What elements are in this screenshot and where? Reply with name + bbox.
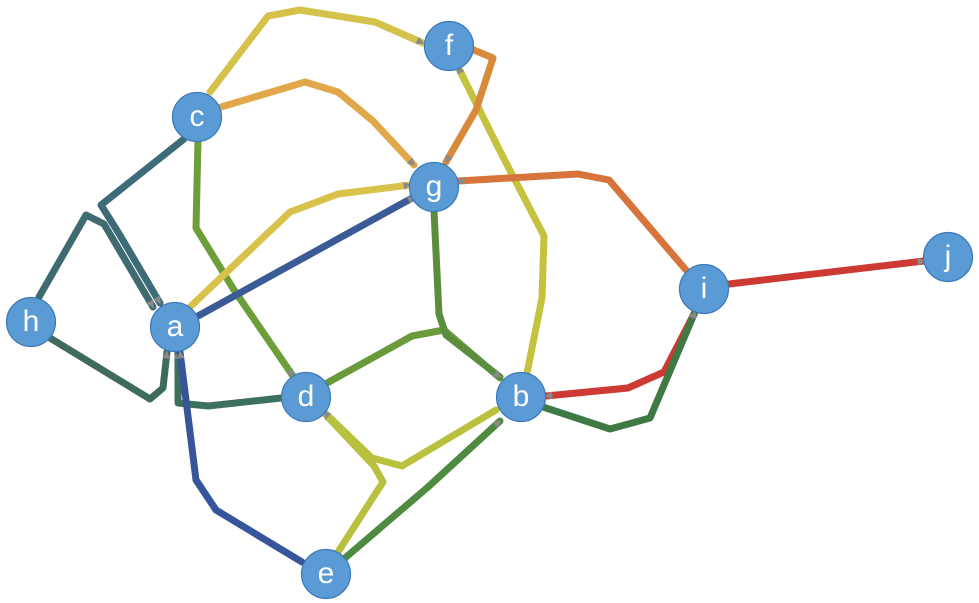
nodes-layer: a b c d e f g h i j xyxy=(5,20,974,600)
node-i: i xyxy=(678,263,730,315)
node-c: c xyxy=(171,91,223,143)
edge-h-a xyxy=(35,211,157,311)
edge-d-a xyxy=(174,348,285,410)
edge-i-g xyxy=(454,170,690,274)
edge-a-g xyxy=(194,193,418,320)
node-b: b xyxy=(495,371,547,423)
node-circle-b xyxy=(495,371,547,423)
node-label-f: f xyxy=(445,29,454,62)
edge-c-f xyxy=(206,6,427,96)
node-circle-e xyxy=(300,548,352,600)
node-label-c: c xyxy=(190,100,205,133)
node-h: h xyxy=(5,296,57,348)
node-circle-j xyxy=(922,231,974,283)
edge-h-a xyxy=(46,334,171,403)
edge-i-j xyxy=(725,257,928,288)
node-label-i: i xyxy=(701,272,708,305)
edge-g-b xyxy=(430,207,504,381)
node-label-d: d xyxy=(298,380,315,413)
node-circle-f xyxy=(423,20,475,72)
edge-c-d xyxy=(192,136,297,380)
node-e: e xyxy=(300,548,352,600)
node-label-h: h xyxy=(23,305,40,338)
edge-a-g xyxy=(186,181,414,311)
node-label-g: g xyxy=(426,170,443,203)
node-f: f xyxy=(423,20,475,72)
edge-e-b xyxy=(341,417,504,562)
node-circle-h xyxy=(5,296,57,348)
edge-e-a xyxy=(176,348,306,566)
node-j: j xyxy=(922,231,974,283)
node-label-j: j xyxy=(944,240,952,273)
node-label-e: e xyxy=(318,557,335,590)
node-circle-i xyxy=(678,263,730,315)
node-label-a: a xyxy=(167,310,184,343)
edge-b-f xyxy=(454,63,548,377)
edge-b-i xyxy=(539,308,699,433)
edges-layer xyxy=(35,6,928,566)
edge-c-g xyxy=(217,78,418,169)
edge-i-b xyxy=(542,308,699,400)
node-d: d xyxy=(280,371,332,423)
node-circle-a xyxy=(149,301,201,353)
node-label-b: b xyxy=(513,380,530,413)
node-circle-g xyxy=(408,161,460,213)
node-circle-c xyxy=(171,91,223,143)
node-circle-d xyxy=(280,371,332,423)
edge-b-d xyxy=(320,406,500,470)
edge-c-a xyxy=(97,135,188,307)
node-a: a xyxy=(149,301,201,353)
node-g: g xyxy=(408,161,460,213)
edge-f-g xyxy=(442,44,497,166)
